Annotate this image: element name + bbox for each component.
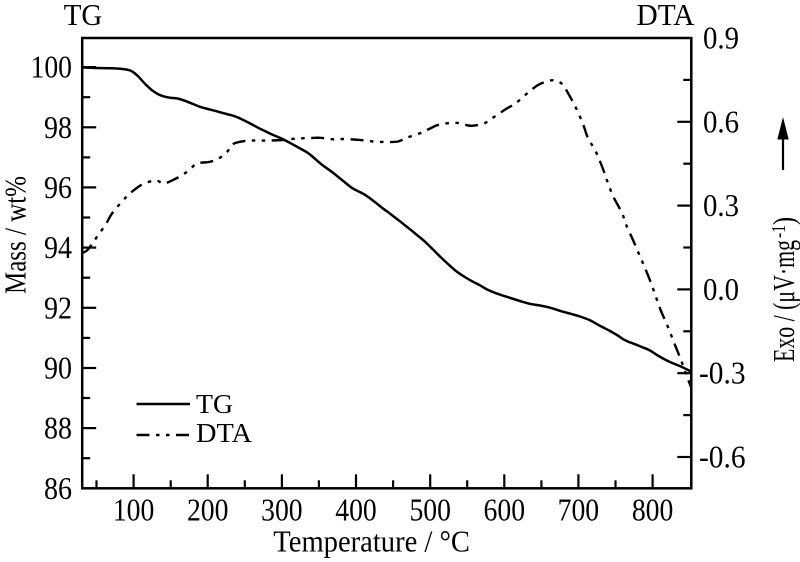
- svg-text:-0.3: -0.3: [699, 355, 746, 391]
- svg-text:86: 86: [44, 470, 72, 506]
- svg-text:90: 90: [44, 350, 72, 386]
- svg-text:100: 100: [113, 492, 155, 528]
- svg-text:DTA: DTA: [637, 0, 696, 32]
- svg-text:800: 800: [632, 492, 674, 528]
- svg-text:0.0: 0.0: [703, 271, 739, 307]
- svg-text:88: 88: [44, 410, 72, 446]
- svg-text:TG: TG: [64, 0, 103, 32]
- svg-text:96: 96: [44, 169, 72, 205]
- svg-text:400: 400: [335, 492, 377, 528]
- svg-text:300: 300: [261, 492, 303, 528]
- svg-text:600: 600: [484, 492, 526, 528]
- svg-text:0.9: 0.9: [703, 20, 739, 56]
- svg-text:): ): [767, 217, 800, 225]
- svg-text:TG: TG: [196, 388, 233, 419]
- svg-text:Exo / (μV·mg: Exo / (μV·mg: [767, 240, 800, 362]
- svg-text:0.3: 0.3: [703, 187, 739, 223]
- svg-text:-1: -1: [768, 225, 790, 238]
- svg-text:200: 200: [187, 492, 229, 528]
- svg-text:-0.6: -0.6: [699, 439, 746, 475]
- svg-text:DTA: DTA: [196, 417, 252, 448]
- svg-text:98: 98: [44, 109, 72, 145]
- svg-text:500: 500: [409, 492, 451, 528]
- svg-text:92: 92: [44, 289, 72, 325]
- svg-text:Mass / wt%: Mass / wt%: [0, 176, 33, 294]
- svg-text:0.6: 0.6: [703, 103, 739, 139]
- svg-text:100: 100: [31, 49, 73, 85]
- svg-text:Temperature / °C: Temperature / °C: [273, 524, 470, 558]
- svg-text:94: 94: [44, 229, 72, 265]
- svg-text:700: 700: [558, 492, 600, 528]
